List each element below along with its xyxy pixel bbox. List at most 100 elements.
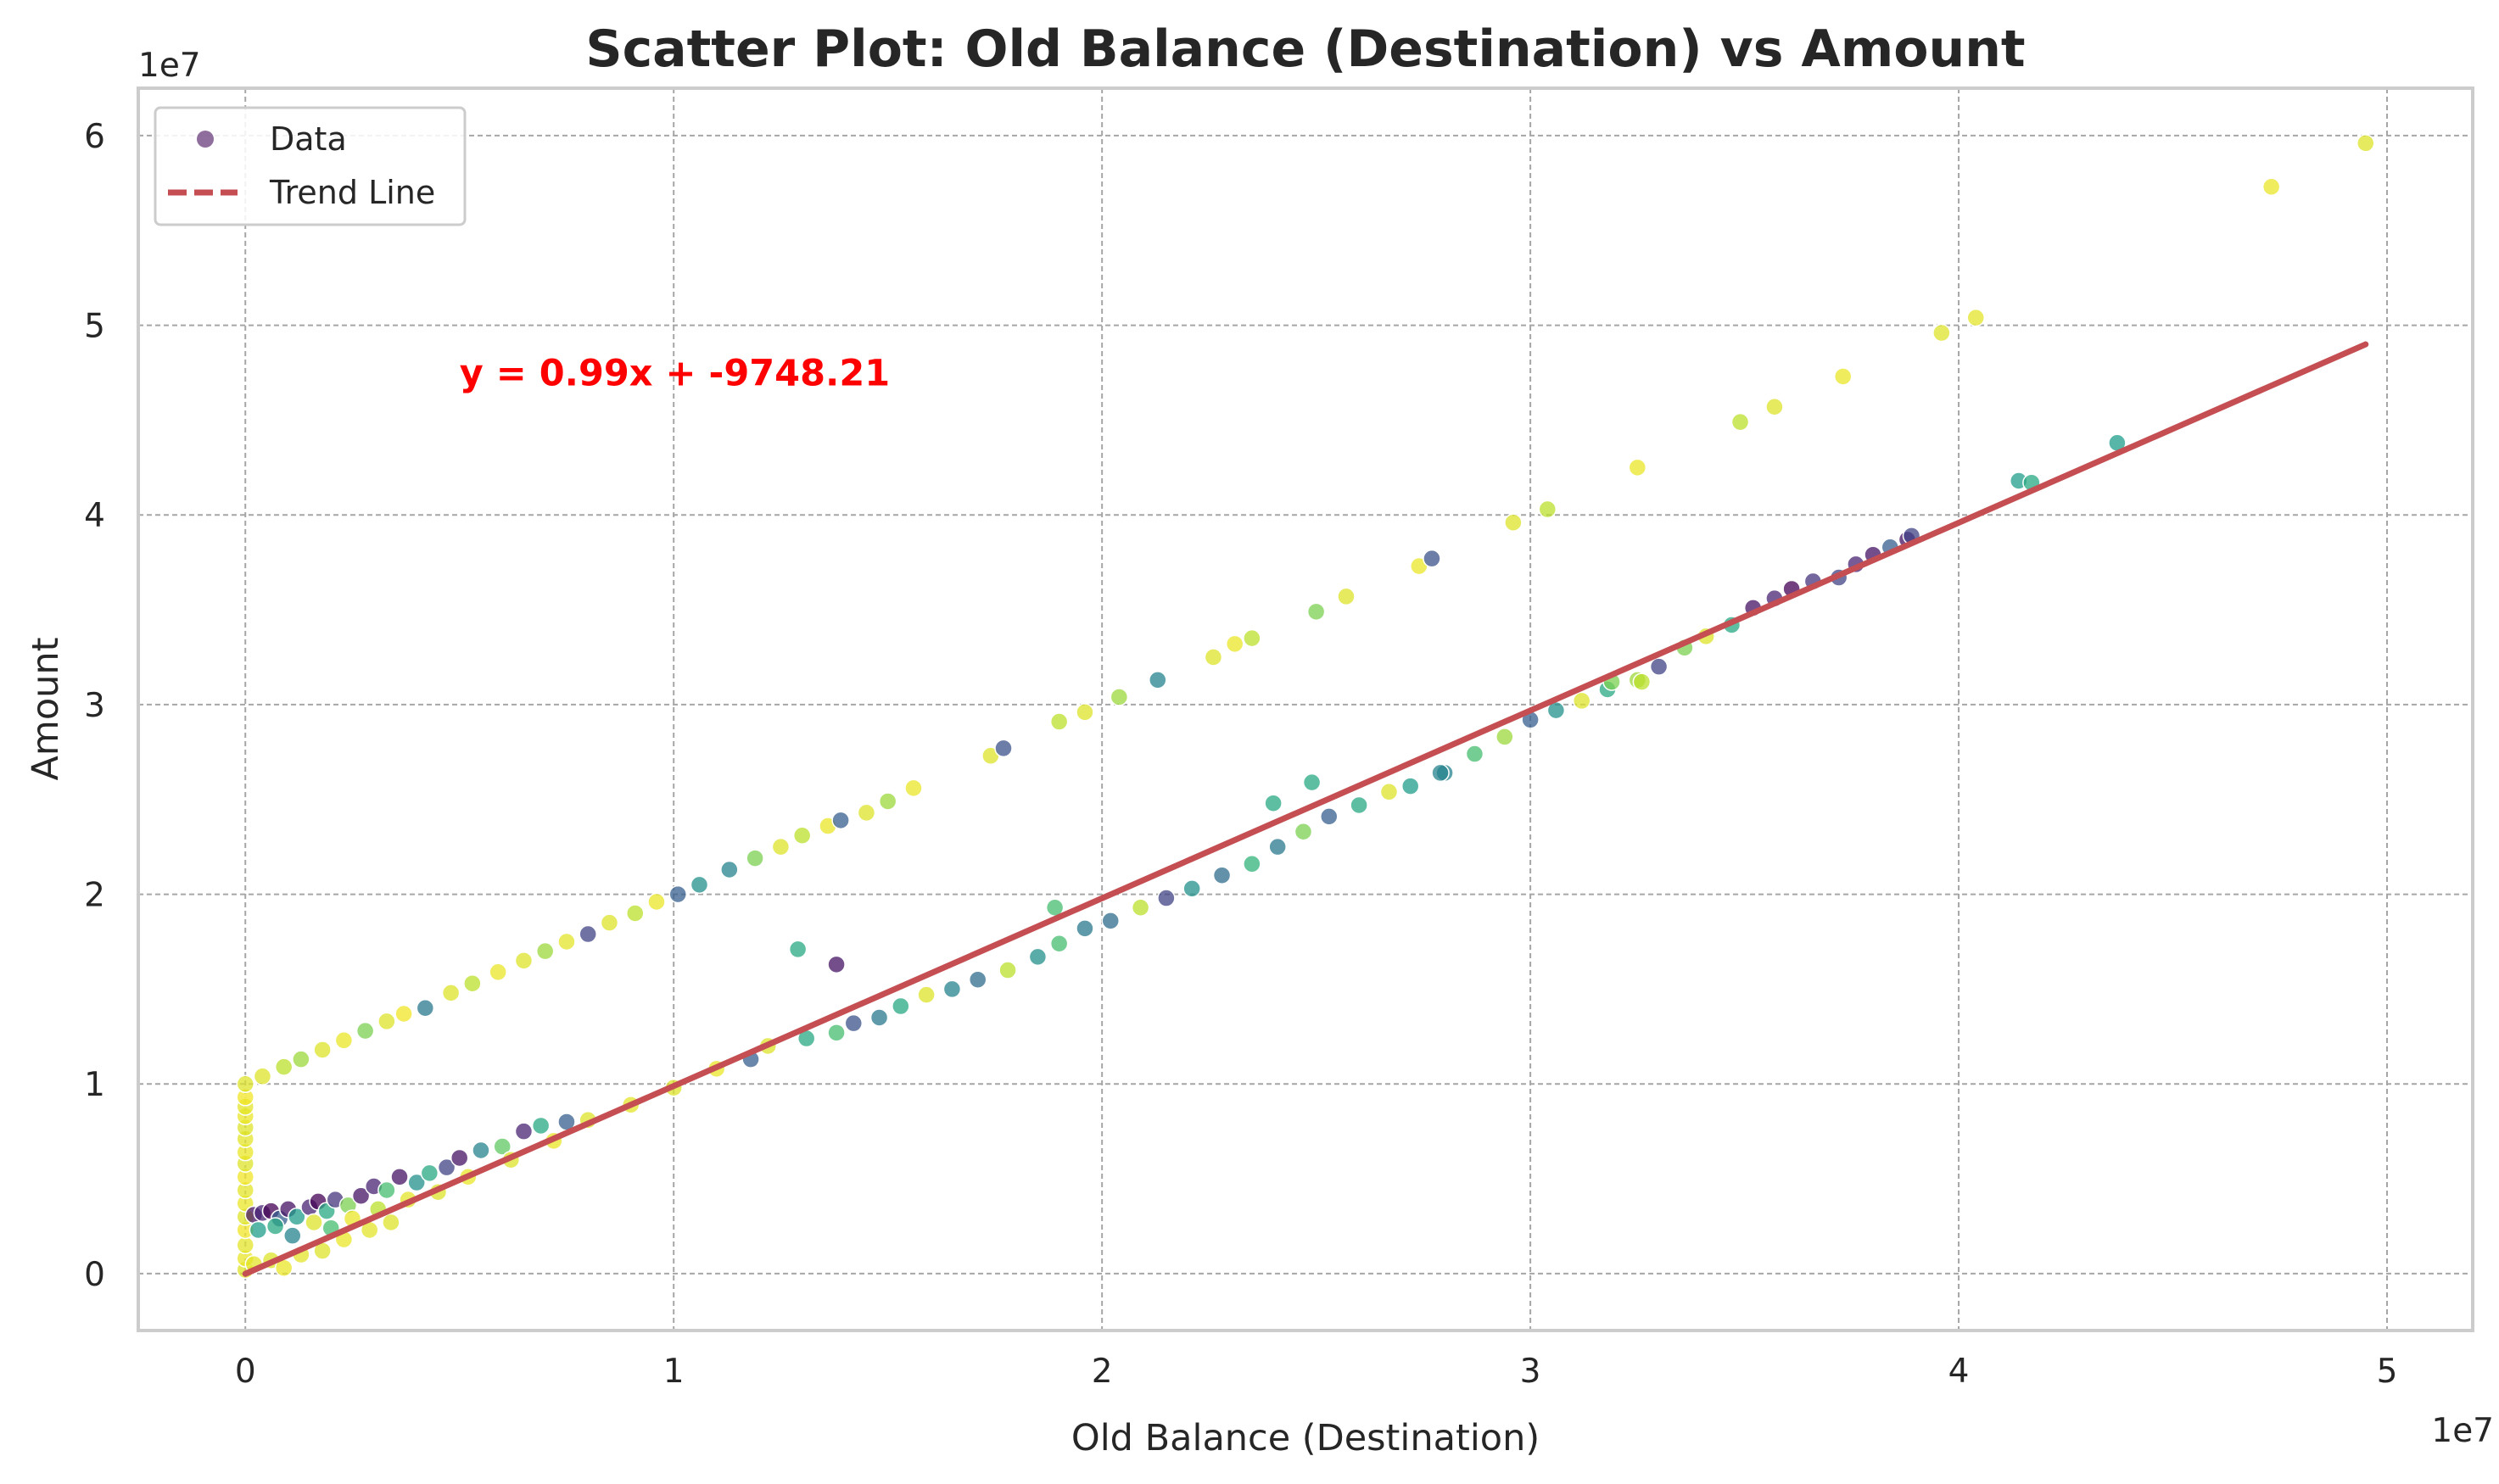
y-tick-label: 4	[84, 497, 105, 535]
data-point	[720, 860, 739, 879]
data-point	[1306, 602, 1326, 622]
data-point	[1212, 866, 1232, 884]
data-point	[1423, 549, 1441, 568]
legend-data-label: Data	[270, 120, 347, 158]
x-tick-labels: 0 1 2 3 4 5	[235, 1353, 2398, 1391]
data-point	[1049, 712, 1069, 731]
plot-frame	[137, 86, 2474, 1332]
data-point	[1350, 795, 1368, 815]
chart-title: Scatter Plot: Old Balance (Destination) …	[585, 20, 2025, 79]
data-point	[1110, 688, 1129, 706]
data-point	[420, 1163, 439, 1183]
data-point	[1049, 934, 1069, 953]
legend: Data Trend Line	[154, 106, 467, 226]
data-point	[1400, 777, 1420, 795]
data-point	[450, 1148, 469, 1168]
data-point	[274, 1057, 294, 1076]
data-point	[1504, 513, 1523, 532]
data-point	[249, 1220, 268, 1240]
data-point	[1465, 745, 1484, 763]
data-point	[1101, 912, 1120, 930]
data-point	[998, 961, 1017, 979]
data-point	[514, 1122, 534, 1141]
x-tick-label: 1	[663, 1353, 685, 1391]
data-point	[942, 979, 962, 999]
data-point	[1264, 794, 1283, 812]
y-axis-label: Amount	[25, 638, 67, 781]
y-tick-label: 6	[84, 118, 105, 156]
data-point	[1268, 837, 1287, 856]
data-point	[441, 984, 461, 1002]
data-point	[625, 904, 645, 923]
data-point	[236, 1074, 254, 1093]
data-point	[535, 941, 555, 961]
data-point	[1204, 648, 1223, 667]
x-axis-label: Old Balance (Destination)	[1071, 1417, 1540, 1459]
x-tick-label: 5	[2377, 1353, 2398, 1391]
data-point	[1379, 783, 1399, 801]
data-point	[472, 1141, 490, 1160]
data-point	[1337, 587, 1356, 606]
data-point	[668, 884, 687, 904]
data-point	[1076, 919, 1094, 938]
data-point	[1028, 947, 1048, 967]
data-point	[869, 1008, 889, 1027]
y-tick-label: 0	[84, 1256, 105, 1294]
data-point	[1076, 703, 1094, 722]
y-tick-label: 2	[84, 877, 105, 915]
data-point	[844, 1013, 864, 1033]
data-point	[1538, 499, 1557, 519]
data-point	[792, 826, 812, 845]
data-point	[1730, 412, 1750, 432]
data-point	[351, 1186, 371, 1205]
data-point	[968, 970, 987, 989]
data-point	[788, 940, 808, 959]
data-point	[904, 778, 923, 798]
y-tick-label: 3	[84, 687, 105, 725]
data-point	[313, 1040, 332, 1059]
data-point	[377, 1012, 396, 1031]
data-point	[463, 974, 482, 993]
x-offset-label: 1e7	[2431, 1412, 2494, 1450]
data-point	[253, 1067, 272, 1086]
data-point	[416, 999, 435, 1018]
data-point	[1628, 458, 1647, 477]
data-point	[857, 803, 876, 823]
data-point	[746, 849, 764, 868]
data-point	[1966, 308, 1986, 327]
data-point	[831, 811, 850, 830]
trend-equation: y = 0.99x + -9748.21	[460, 352, 891, 394]
x-tick-label: 2	[1092, 1353, 1113, 1391]
trend-line	[242, 341, 2369, 1277]
data-point	[1431, 763, 1450, 783]
data-point	[305, 1213, 323, 1232]
grid-lines	[138, 88, 2473, 1331]
data-point	[917, 985, 936, 1004]
data-point	[382, 1213, 400, 1232]
data-point	[355, 1021, 375, 1040]
data-point	[2356, 134, 2375, 153]
data-point	[1932, 323, 1951, 343]
data-point	[394, 1004, 413, 1024]
data-point	[579, 924, 597, 944]
data-point	[1649, 657, 1669, 676]
data-point	[437, 1158, 456, 1177]
data-point	[994, 739, 1013, 758]
data-point	[236, 1236, 254, 1255]
x-tick-label: 3	[1520, 1353, 1541, 1391]
x-tick-label: 0	[235, 1353, 256, 1391]
y-offset-label: 1e7	[138, 47, 201, 85]
data-point	[647, 892, 666, 912]
data-point	[1572, 691, 1591, 711]
data-point	[1632, 672, 1652, 691]
data-point	[390, 1168, 409, 1186]
data-points	[236, 134, 2375, 1280]
data-point	[292, 1050, 310, 1068]
data-point	[1243, 628, 1261, 648]
data-point	[1157, 889, 1176, 907]
data-point	[288, 1208, 306, 1226]
data-point	[377, 1180, 396, 1200]
data-point	[1294, 823, 1313, 841]
